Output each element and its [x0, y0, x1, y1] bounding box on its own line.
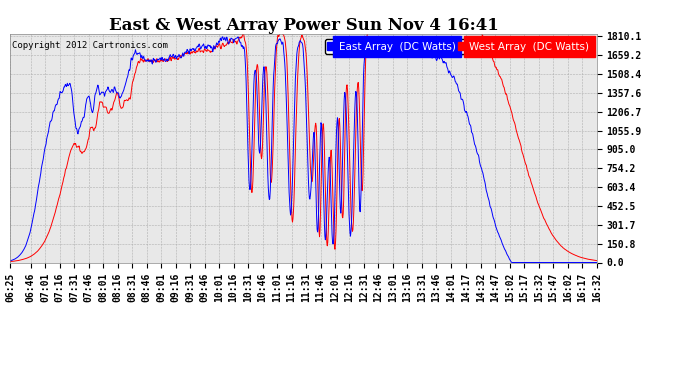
Legend: East Array  (DC Watts), West Array  (DC Watts): East Array (DC Watts), West Array (DC Wa… [324, 39, 591, 54]
Title: East & West Array Power Sun Nov 4 16:41: East & West Array Power Sun Nov 4 16:41 [109, 16, 498, 34]
Text: Copyright 2012 Cartronics.com: Copyright 2012 Cartronics.com [12, 40, 168, 50]
